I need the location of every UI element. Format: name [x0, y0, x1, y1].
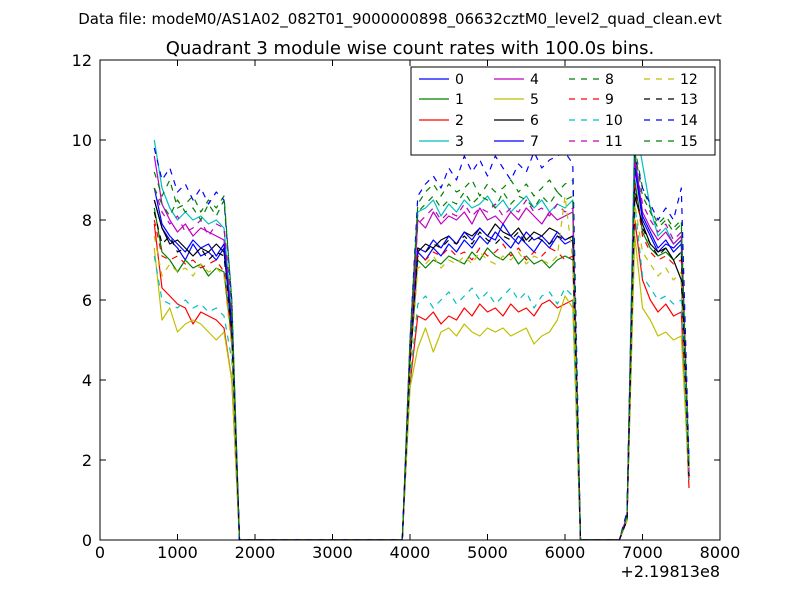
series-line-3 — [153, 119, 690, 540]
series-lines — [153, 119, 690, 540]
y-tick-label: 6 — [82, 291, 92, 310]
series-line-15 — [153, 151, 690, 540]
chart-title: Quadrant 3 module wise count rates with … — [166, 38, 655, 59]
y-tick-label: 0 — [82, 531, 92, 550]
series-line-12 — [153, 195, 690, 540]
series-line-14 — [153, 147, 690, 540]
y-tick-label: 4 — [82, 371, 92, 390]
legend-label-14: 14 — [680, 113, 698, 129]
x-tick-label: 7000 — [622, 543, 663, 562]
legend-label-1: 1 — [455, 92, 464, 108]
series-line-1 — [153, 179, 690, 540]
x-tick-label: 0 — [95, 543, 105, 562]
legend-label-9: 9 — [605, 92, 614, 108]
x-tick-label: 1000 — [157, 543, 198, 562]
x-tick-label: 6000 — [545, 543, 586, 562]
series-line-11 — [153, 159, 690, 540]
x-tick-label: 2000 — [235, 543, 276, 562]
legend-label-11: 11 — [605, 134, 623, 150]
legend-label-13: 13 — [680, 92, 698, 108]
x-tick-label: 5000 — [467, 543, 508, 562]
legend-label-6: 6 — [530, 113, 539, 129]
series-line-9 — [153, 183, 690, 540]
legend-label-10: 10 — [605, 113, 623, 129]
legend-label-5: 5 — [530, 92, 539, 108]
x-axis-offset-label: +2.19813e8 — [620, 562, 720, 581]
data-file-suptitle: Data file: modeM0/AS1A02_082T01_90000008… — [78, 10, 722, 29]
legend-label-0: 0 — [455, 72, 464, 88]
y-tick-label: 10 — [72, 131, 92, 150]
series-line-4 — [153, 155, 690, 540]
x-tick-label: 8000 — [700, 543, 741, 562]
legend-label-2: 2 — [455, 113, 464, 129]
legend-label-12: 12 — [680, 72, 698, 88]
x-axis: 0 1000 2000 3000 4000 5000 6000 7000 8000 — [95, 60, 740, 562]
y-tick-label: 8 — [82, 211, 92, 230]
series-line-8 — [153, 147, 690, 540]
x-tick-label: 4000 — [390, 543, 431, 562]
legend-label-4: 4 — [530, 72, 539, 88]
legend-label-15: 15 — [680, 134, 698, 150]
y-tick-label: 2 — [82, 451, 92, 470]
legend-frame — [410, 66, 716, 156]
x-tick-label: 3000 — [312, 543, 353, 562]
series-line-13 — [153, 187, 690, 540]
legend-label-8: 8 — [605, 72, 614, 88]
legend-label-3: 3 — [455, 134, 464, 150]
legend-label-7: 7 — [530, 134, 539, 150]
y-tick-label: 12 — [72, 51, 92, 70]
